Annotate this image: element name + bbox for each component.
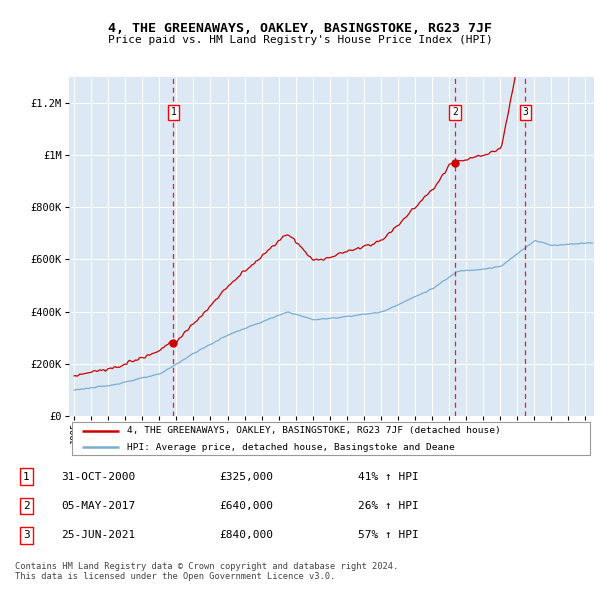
Text: 1: 1	[23, 471, 30, 481]
Text: 31-OCT-2000: 31-OCT-2000	[61, 471, 135, 481]
Text: 25-JUN-2021: 25-JUN-2021	[61, 530, 135, 540]
Text: 57% ↑ HPI: 57% ↑ HPI	[358, 530, 418, 540]
Text: £325,000: £325,000	[220, 471, 274, 481]
Text: Contains HM Land Registry data © Crown copyright and database right 2024.
This d: Contains HM Land Registry data © Crown c…	[15, 562, 398, 581]
Text: 4, THE GREENAWAYS, OAKLEY, BASINGSTOKE, RG23 7JF (detached house): 4, THE GREENAWAYS, OAKLEY, BASINGSTOKE, …	[127, 426, 500, 435]
Text: 2: 2	[452, 107, 458, 117]
Text: 3: 3	[23, 530, 30, 540]
Text: Price paid vs. HM Land Registry's House Price Index (HPI): Price paid vs. HM Land Registry's House …	[107, 35, 493, 44]
Text: 4, THE GREENAWAYS, OAKLEY, BASINGSTOKE, RG23 7JF: 4, THE GREENAWAYS, OAKLEY, BASINGSTOKE, …	[108, 22, 492, 35]
Text: HPI: Average price, detached house, Basingstoke and Deane: HPI: Average price, detached house, Basi…	[127, 443, 455, 452]
Text: 2: 2	[23, 501, 30, 511]
FancyBboxPatch shape	[71, 422, 590, 455]
Text: £840,000: £840,000	[220, 530, 274, 540]
Text: 41% ↑ HPI: 41% ↑ HPI	[358, 471, 418, 481]
Text: 26% ↑ HPI: 26% ↑ HPI	[358, 501, 418, 511]
Text: 3: 3	[523, 107, 529, 117]
Text: 05-MAY-2017: 05-MAY-2017	[61, 501, 135, 511]
Text: 1: 1	[170, 107, 176, 117]
Text: £640,000: £640,000	[220, 501, 274, 511]
